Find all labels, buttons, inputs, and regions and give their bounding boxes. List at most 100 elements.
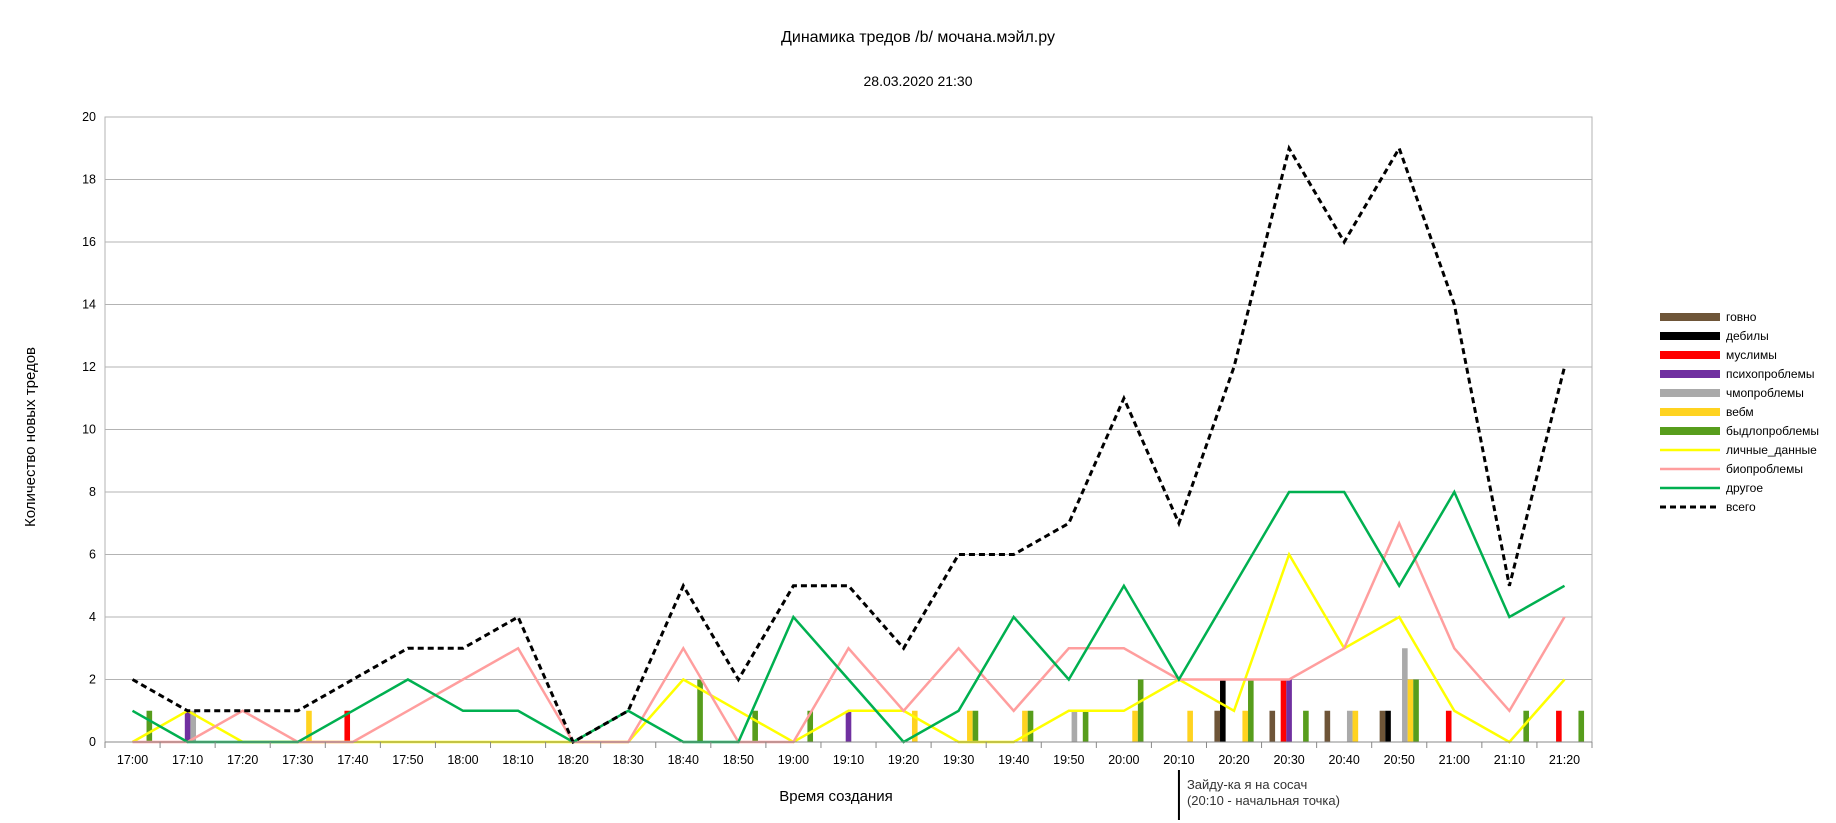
bar-муслимы [1280, 679, 1287, 742]
x-tick-labels: 17:00 17:10 17:20 17:30 17:40 17:50 18:00 18:10… [117, 753, 1580, 767]
bar-психопроблемы [184, 710, 191, 742]
bar-вебм [1022, 710, 1028, 742]
bar-психопроблемы [845, 710, 852, 742]
legend-label: дебилы [1726, 329, 1769, 343]
series-lines [131, 144, 1566, 745]
y-tick-label: 12 [82, 360, 96, 374]
y-axis-title: Количество новых тредов [22, 347, 39, 527]
x-tick-label: 17:50 [392, 753, 423, 767]
bar-быдлопроблемы [1303, 710, 1309, 742]
x-tick-label: 17:00 [117, 753, 148, 767]
bar-быдлопроблемы [807, 710, 814, 742]
x-tick-label: 19:40 [998, 753, 1029, 767]
bar-быдлопроблемы [1137, 679, 1144, 742]
x-tick-label: 20:20 [1218, 753, 1249, 767]
x-tick-label: 20:00 [1108, 753, 1139, 767]
bar-вебм [306, 710, 312, 742]
x-axis-title: Время создания [779, 788, 893, 805]
x-tick-label: 20:50 [1384, 753, 1415, 767]
series-line-биопроблемы [132, 520, 1566, 744]
x-tick-label: 21:10 [1494, 753, 1525, 767]
bar-быдлопроблемы [1248, 679, 1254, 742]
legend-swatch [1660, 313, 1720, 321]
series-line-всего [131, 144, 1566, 745]
bars [146, 648, 1585, 742]
x-tick-label: 20:40 [1329, 753, 1360, 767]
legend-label: психопроблемы [1726, 367, 1814, 381]
x-tick-label: 18:40 [668, 753, 699, 767]
legend-label: личные_данные [1726, 443, 1817, 457]
bar-чмопроблемы [1346, 710, 1353, 742]
y-tick-label: 6 [89, 548, 96, 562]
bar-вебм [1187, 710, 1193, 742]
x-tick-label: 17:10 [172, 753, 203, 767]
legend-swatch [1660, 389, 1720, 397]
bar-говно [1269, 710, 1276, 742]
legend-swatch [1660, 370, 1720, 378]
legend-label: всего [1726, 500, 1756, 514]
y-tick-label: 18 [82, 173, 96, 187]
x-tick-label: 18:30 [613, 753, 644, 767]
y-tick-label: 2 [89, 673, 96, 687]
x-tick-label: 17:20 [227, 753, 258, 767]
bar-быдлопроблемы [1523, 710, 1529, 742]
y-tick-label: 16 [82, 235, 96, 249]
annotation-text-line2: (20:10 - начальная точка) [1187, 793, 1340, 808]
y-tick-label: 20 [82, 110, 96, 124]
legend-swatch [1660, 351, 1720, 359]
y-tick-label: 4 [89, 610, 96, 624]
bar-вебм [1132, 710, 1138, 742]
bar-говно [1324, 710, 1331, 742]
annotation-text-line1: Зайду-ка я на сосач [1187, 777, 1307, 792]
bar-чмопроблемы [190, 710, 197, 742]
bar-быдлопроблемы [146, 710, 153, 742]
y-tick-label: 14 [82, 298, 96, 312]
annotation: Зайду-ка я на сосач (20:10 - начальная т… [1177, 770, 1340, 820]
x-tick-label: 20:10 [1163, 753, 1194, 767]
legend-label: чмопроблемы [1726, 386, 1804, 400]
legend-label: другое [1726, 481, 1763, 495]
x-tick-label: 19:00 [778, 753, 809, 767]
x-tick-label: 17:40 [337, 753, 368, 767]
legend-label: быдлопроблемы [1726, 424, 1819, 438]
chart-subtitle: 28.03.2020 21:30 [864, 73, 973, 89]
bar-быдлопроблемы [1027, 710, 1034, 742]
legend-swatch [1660, 427, 1720, 435]
x-tick-label: 19:20 [888, 753, 919, 767]
bar-муслимы [344, 710, 351, 742]
x-tick-label: 21:00 [1439, 753, 1470, 767]
bar-говно [1214, 710, 1221, 742]
x-tick-label: 18:10 [502, 753, 533, 767]
x-tick-label: 18:20 [557, 753, 588, 767]
bar-муслимы [1445, 710, 1452, 742]
bar-вебм [1407, 679, 1414, 742]
y-tick-label: 0 [89, 735, 96, 749]
bar-вебм [911, 710, 918, 742]
bar-чмопроблемы [1402, 648, 1408, 742]
axes [104, 116, 1593, 748]
x-tick-label: 18:50 [723, 753, 754, 767]
bar-быдлопроблемы [697, 679, 703, 742]
x-tick-label: 20:30 [1273, 753, 1304, 767]
y-tick-label: 8 [89, 485, 96, 499]
x-tick-label: 21:20 [1549, 753, 1580, 767]
bar-дебилы [1220, 679, 1226, 742]
legend-label: муслимы [1726, 348, 1777, 362]
x-tick-label: 18:00 [447, 753, 478, 767]
bar-быдлопроблемы [972, 710, 979, 742]
y-tick-label: 10 [82, 423, 96, 437]
bar-вебм [967, 710, 973, 742]
series-line-другое [131, 489, 1566, 744]
bar-муслимы [1556, 710, 1562, 742]
bar-вебм [1352, 710, 1359, 742]
x-tick-label: 19:50 [1053, 753, 1084, 767]
legend: говно дебилы муслимы психопроблемы чмопробле… [1660, 310, 1819, 514]
x-tick-label: 19:10 [833, 753, 864, 767]
bar-быдлопроблемы [1082, 710, 1089, 742]
bar-дебилы [1385, 710, 1391, 742]
y-tick-labels: 0 2 4 6 8 10 12 14 16 18 20 [82, 110, 96, 749]
bar-говно [1379, 710, 1386, 742]
legend-swatch [1660, 332, 1720, 340]
legend-swatch [1660, 408, 1720, 416]
